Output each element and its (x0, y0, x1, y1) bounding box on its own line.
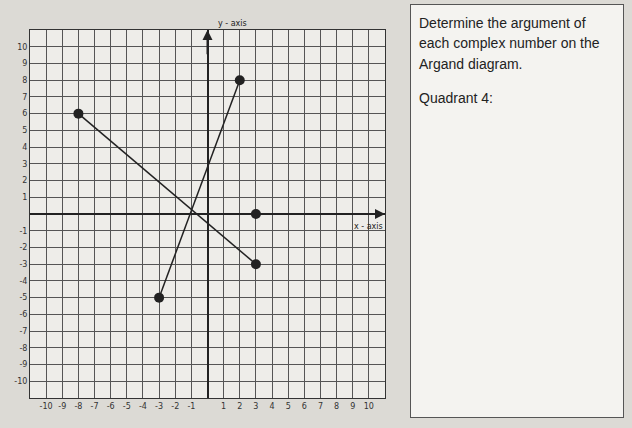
svg-text:2: 2 (22, 176, 27, 185)
svg-text:-7: -7 (19, 327, 27, 336)
svg-text:-8: -8 (74, 402, 82, 411)
svg-text:-10: -10 (14, 377, 27, 386)
svg-text:10: 10 (364, 402, 374, 411)
svg-text:-5: -5 (19, 293, 27, 302)
svg-text:-8: -8 (19, 344, 27, 353)
svg-text:5: 5 (286, 402, 291, 411)
svg-text:-3: -3 (19, 260, 27, 269)
svg-text:-4: -4 (19, 277, 27, 286)
svg-text:-6: -6 (107, 402, 115, 411)
svg-text:8: 8 (334, 402, 339, 411)
svg-text:9: 9 (22, 59, 27, 68)
svg-text:-2: -2 (19, 243, 27, 252)
svg-text:-3: -3 (155, 402, 163, 411)
svg-text:-9: -9 (58, 402, 66, 411)
svg-text:-9: -9 (19, 360, 27, 369)
svg-text:1: 1 (22, 193, 27, 202)
svg-text:-5: -5 (123, 402, 131, 411)
svg-text:1: 1 (221, 402, 226, 411)
svg-text:x - axis: x - axis (354, 222, 383, 231)
svg-text:5: 5 (22, 126, 27, 135)
html-text:Quadrant 4:: Quadrant 4: (419, 89, 493, 106)
svg-text:7: 7 (318, 402, 323, 411)
svg-text:-1: -1 (187, 402, 195, 411)
svg-text:-2: -2 (171, 402, 179, 411)
svg-text:-7: -7 (91, 402, 99, 411)
svg-text:-6: -6 (19, 310, 27, 319)
svg-text:4: 4 (22, 143, 27, 152)
svg-text:10: 10 (17, 43, 27, 52)
svg-text:9: 9 (350, 402, 355, 411)
svg-text:7: 7 (22, 93, 27, 102)
svg-text:3: 3 (22, 160, 27, 169)
html-text:Determine the argument of each: Determine the argument of each complex n… (419, 15, 600, 72)
svg-text:6: 6 (22, 109, 27, 118)
svg-text:y - axis: y - axis (218, 19, 247, 28)
svg-text:3: 3 (253, 402, 258, 411)
svg-text:2: 2 (237, 402, 242, 411)
svg-text:-1: -1 (19, 227, 27, 236)
svg-text:6: 6 (302, 402, 307, 411)
svg-text:8: 8 (22, 76, 27, 85)
svg-text:-4: -4 (139, 402, 147, 411)
svg-text:4: 4 (270, 402, 275, 411)
svg-text:-10: -10 (40, 402, 53, 411)
